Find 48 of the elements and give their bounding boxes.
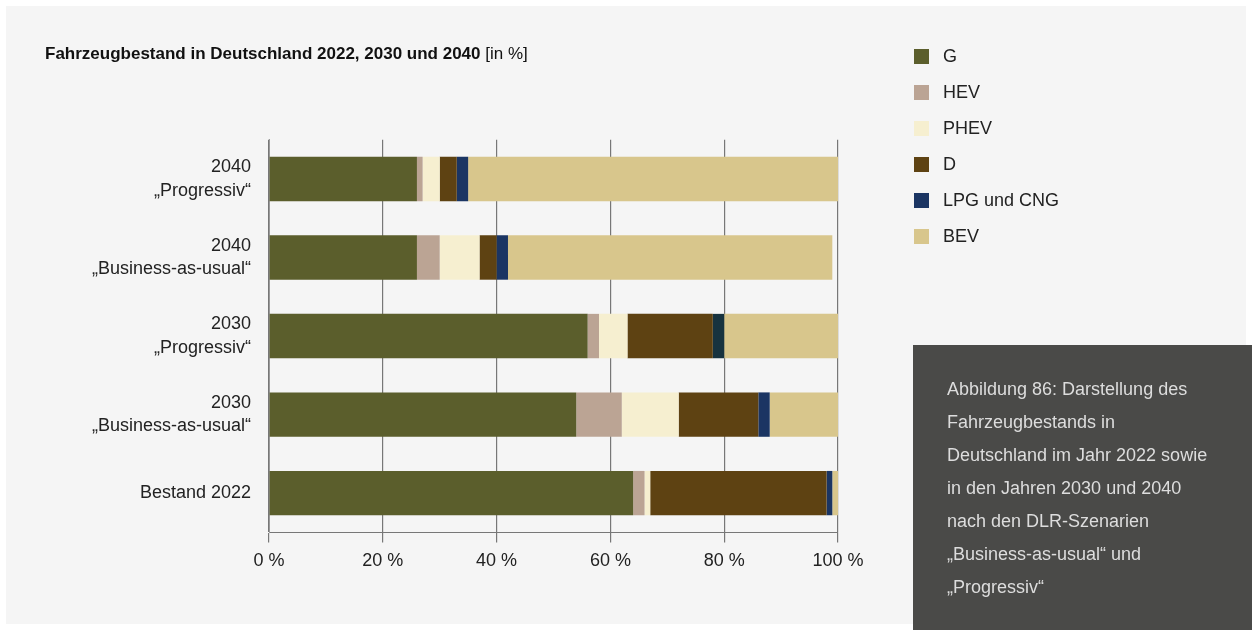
bar (507, 235, 833, 280)
bar (587, 313, 600, 359)
bar (678, 392, 759, 437)
bar (496, 235, 508, 280)
bar (269, 156, 417, 202)
bar (758, 392, 770, 437)
legend-label: G (943, 45, 958, 67)
legend-label: HEV (943, 81, 981, 103)
bar (269, 470, 634, 516)
x-tick-label: 40 % (476, 550, 518, 571)
bar (627, 313, 713, 359)
x-tick-label: 80 % (703, 550, 745, 571)
bar (479, 235, 497, 280)
bar (599, 313, 628, 359)
x-tick-label: 0 % (253, 550, 285, 571)
bar (422, 156, 440, 202)
bar (621, 392, 679, 437)
bar (724, 313, 838, 359)
y-tick-label: 2040 „Progressiv“ (153, 156, 251, 200)
x-tick-label: 20 % (362, 550, 404, 571)
bar (468, 156, 838, 202)
legend-label: LPG und CNG (943, 189, 1060, 211)
chart-title: Fahrzeugbestand in Deutschland 2022, 2030 und 2040 (45, 44, 481, 63)
bar (633, 470, 645, 516)
x-tick-label: 100 % (812, 550, 864, 571)
bar (269, 313, 588, 359)
chart-subtitle: [in %] (484, 44, 528, 63)
legend-label: BEV (943, 225, 980, 247)
y-tick-label: 2030 „Business-as-usual“ (91, 391, 251, 436)
bar (712, 313, 725, 359)
legend-label: PHEV (943, 117, 993, 139)
bar (439, 235, 480, 280)
y-tick-label: 2040 „Business-as-usual“ (91, 234, 251, 279)
bar (416, 235, 440, 280)
y-tick-label: 2030 „Progressiv“ (153, 313, 251, 357)
text: Abbildung 86: Darstellung des Fahrzeugbestands in Deutschland im Jahr 2022 sowie in den Jahren 2030 und 2040 nach den DLR-Szenarien „Business-as-usual“ und „Progressiv“ (947, 378, 1209, 599)
bar (576, 392, 622, 437)
bar (832, 470, 838, 516)
x-tick-label: 60 % (589, 550, 631, 571)
bar (269, 235, 417, 280)
bar (439, 156, 457, 202)
bar (269, 392, 577, 437)
bar (456, 156, 469, 202)
bar (650, 470, 827, 516)
legend-label: D (943, 153, 956, 175)
bar (769, 392, 838, 437)
y-tick-label: Bestand 2022 (139, 482, 251, 503)
bar (416, 156, 423, 202)
